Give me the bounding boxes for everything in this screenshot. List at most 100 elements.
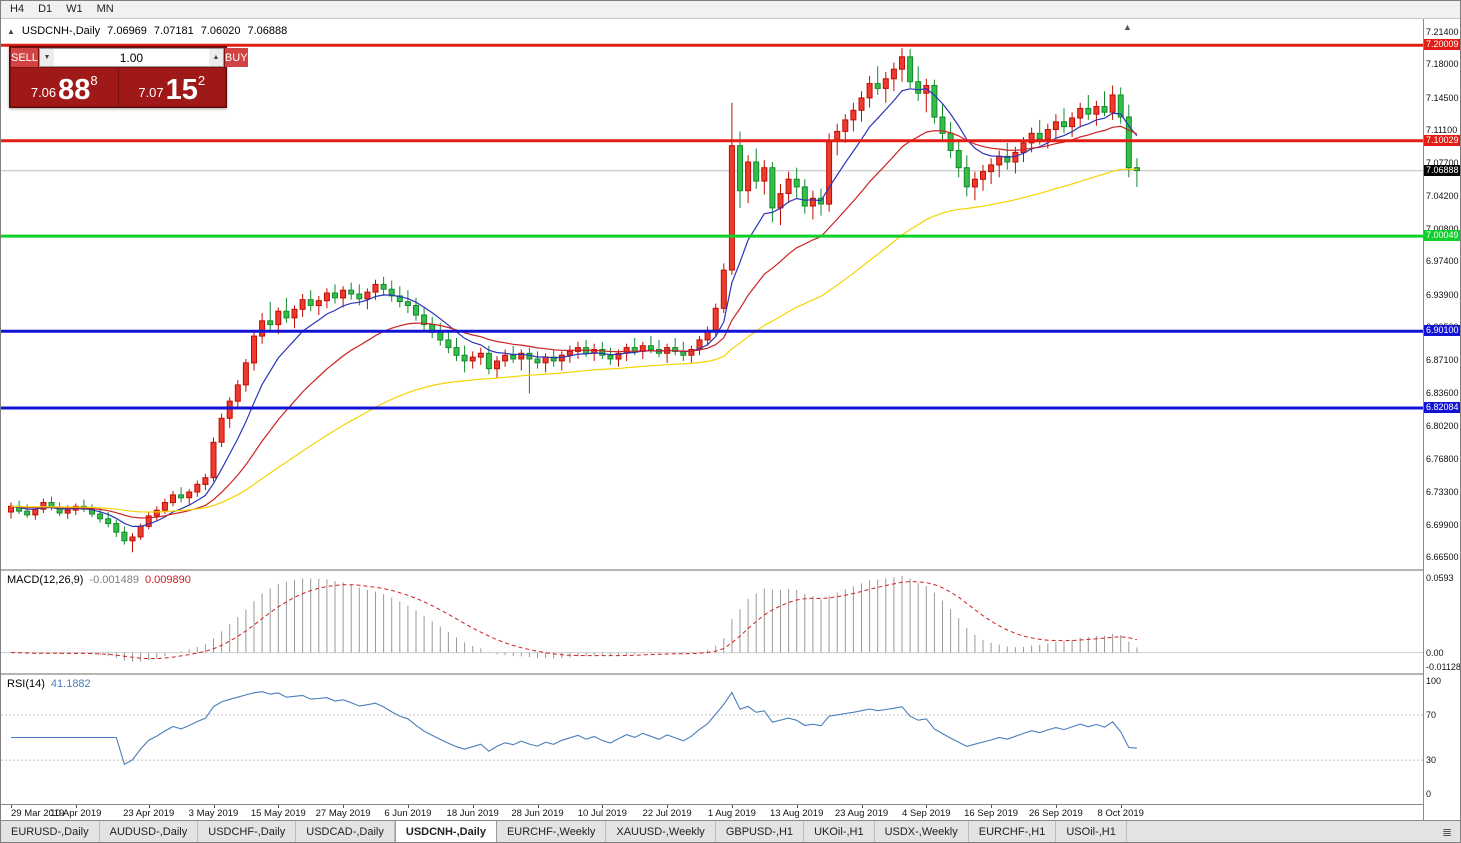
date-axis-label: 1 Aug 2019 <box>707 808 756 819</box>
ohlc-open: 7.06969 <box>107 25 147 37</box>
symbol-name: USDCNH-,Daily <box>21 25 101 37</box>
macd-indicator-pane[interactable]: MACD(12,26,9) -0.001489 0.009890 <box>1 571 1423 673</box>
rsi-line <box>11 691 1137 766</box>
price-axis-label: 7.11100 <box>1426 125 1458 135</box>
level-price-badge: 6.90100 <box>1424 325 1460 336</box>
ma-medium-line <box>10 125 1138 519</box>
buy-button[interactable]: BUY <box>224 48 248 67</box>
macd-label: MACD(12,26,9) <box>7 574 84 586</box>
trade-prices-row: 7.06 88 8 7.07 15 2 <box>10 68 226 107</box>
chart-tab[interactable]: XAUUSD-,Weekly <box>606 821 716 842</box>
volume-control: ▼ ▲ <box>38 48 224 67</box>
volume-down-button[interactable]: ▼ <box>39 49 54 66</box>
price-axis[interactable]: 7.21400 7.18000 7.14500 7.11100 7.07700 7.042… <box>1423 19 1460 820</box>
price-axis-label: 7.04200 <box>1426 191 1459 201</box>
volume-input[interactable] <box>53 49 209 66</box>
one-click-trading-panel: SELL ▼ ▲ BUY 7.06 88 8 <box>9 46 248 108</box>
buy-price-main: 7.07 <box>138 85 164 100</box>
chart-tab[interactable]: USDCHF-,Daily <box>198 821 297 842</box>
rsi-indicator-pane[interactable]: RSI(14) 41.1882 <box>1 675 1423 804</box>
date-axis-label: 28 Jun 2019 <box>511 808 564 819</box>
tab-list-icon[interactable]: ≣ <box>1441 824 1452 839</box>
chart-tab[interactable]: USDCNH-,Daily <box>394 821 497 842</box>
date-axis-label: 13 Aug 2019 <box>770 808 824 819</box>
rsi-label: RSI(14) <box>7 678 45 690</box>
date-tick <box>278 805 280 808</box>
chart-tab[interactable]: USOil-,H1 <box>1056 821 1127 842</box>
date-axis[interactable]: 29 Mar 2019 10 Apr 2019 23 Apr 2019 3 May 2… <box>1 804 1423 820</box>
timeframe-button-w1[interactable]: W1 <box>60 2 89 17</box>
sell-button[interactable]: SELL <box>11 48 38 67</box>
buy-price-point: 2 <box>197 73 206 88</box>
chart-tab[interactable]: USDX-,Weekly <box>874 821 969 842</box>
date-axis-label: 4 Sep 2019 <box>901 808 951 819</box>
macd-axis-label: 0.00 <box>1426 648 1444 658</box>
timeframe-button-d1[interactable]: D1 <box>32 2 58 17</box>
macd-histogram <box>18 576 1138 662</box>
date-axis-label: 10 Jul 2019 <box>577 808 627 819</box>
timeframe-button-h4[interactable]: H4 <box>4 2 30 17</box>
price-axis-label: 6.76800 <box>1426 454 1459 464</box>
level-price-badge: 7.10029 <box>1424 135 1460 146</box>
price-axis-label: 6.80200 <box>1426 421 1459 431</box>
date-axis-label: 18 Jun 2019 <box>446 808 499 819</box>
chart-tab[interactable]: GBPUSD-,H1 <box>715 821 805 842</box>
chart-tab[interactable]: USDCAD-,Daily <box>296 821 395 842</box>
pane-splitter[interactable] <box>1 569 1423 571</box>
sell-price-pips: 88 <box>58 74 91 107</box>
sell-price-display[interactable]: 7.06 88 8 <box>11 68 118 106</box>
date-tick <box>602 805 604 808</box>
macd-axis-label: 0.0593 <box>1426 573 1454 583</box>
chart-panes: ▲ USDCNH-,Daily 7.06969 7.07181 7.06020 … <box>1 19 1423 820</box>
macd-axis-label: -0.011289 <box>1426 662 1461 672</box>
chart-tab[interactable]: EURUSD-,Daily <box>1 821 100 842</box>
macd-signal-value: 0.009890 <box>144 574 191 586</box>
date-axis-label: 16 Sep 2019 <box>964 808 1019 819</box>
current-price-badge: 7.06888 <box>1424 165 1460 176</box>
sell-price-main: 7.06 <box>30 85 57 100</box>
date-tick <box>343 805 345 808</box>
price-axis-label: 6.83600 <box>1426 388 1459 398</box>
date-axis-label: 3 May 2019 <box>188 808 239 819</box>
date-axis-label: 15 May 2019 <box>250 808 306 819</box>
price-axis-label: 7.21400 <box>1426 27 1459 37</box>
ma-fast-line <box>10 88 1138 527</box>
chart-tab[interactable]: EURCHF-,Weekly <box>496 821 607 842</box>
rsi-canvas[interactable] <box>1 675 1423 804</box>
date-axis-label: 10 Apr 2019 <box>50 808 102 819</box>
date-tick <box>991 805 993 808</box>
chart-symbol-info: ▲ USDCNH-,Daily 7.06969 7.07181 7.06020 … <box>7 25 287 37</box>
volume-up-button[interactable]: ▲ <box>208 49 223 66</box>
date-tick <box>148 805 150 808</box>
chart-tab[interactable]: AUDUSD-,Daily <box>99 821 199 842</box>
date-tick <box>861 805 863 808</box>
date-tick <box>75 805 77 808</box>
price-chart-canvas[interactable] <box>1 19 1423 569</box>
rsi-axis-label: 0 <box>1426 789 1432 799</box>
price-axis-label: 7.18000 <box>1426 59 1459 69</box>
chart-tab[interactable]: UKOil-,H1 <box>804 821 875 842</box>
pane-splitter[interactable] <box>1 673 1423 675</box>
date-tick <box>472 805 474 808</box>
chart-tab-bar: EURUSD-,Daily AUDUSD-,Daily USDCHF-,Daily U… <box>1 820 1460 842</box>
price-axis-label: 6.97400 <box>1426 256 1459 266</box>
date-tick <box>731 805 733 808</box>
macd-canvas[interactable] <box>1 571 1423 673</box>
price-chart-pane[interactable]: ▲ USDCNH-,Daily 7.06969 7.07181 7.06020 … <box>1 19 1423 569</box>
date-axis-label: 27 May 2019 <box>315 808 371 819</box>
date-axis-label: 22 Jul 2019 <box>642 808 692 819</box>
buy-price-display[interactable]: 7.07 15 2 <box>118 68 225 107</box>
price-axis-label: 6.87100 <box>1426 355 1459 365</box>
trade-controls-row: SELL ▼ ▲ BUY <box>10 47 248 68</box>
ohlc-high: 7.07181 <box>153 25 194 37</box>
buy-price-pips: 15 <box>165 74 198 107</box>
price-axis-label: 6.66500 <box>1426 552 1459 562</box>
date-tick <box>407 805 409 808</box>
sell-price-point: 8 <box>90 73 98 88</box>
arrow-marker-icon: ▲ <box>1123 22 1132 32</box>
chart-tab[interactable]: EURCHF-,H1 <box>968 821 1057 842</box>
timeframe-button-mn[interactable]: MN <box>91 2 120 17</box>
rsi-axis-label: 30 <box>1426 755 1437 765</box>
ma-slow-line <box>10 168 1137 513</box>
